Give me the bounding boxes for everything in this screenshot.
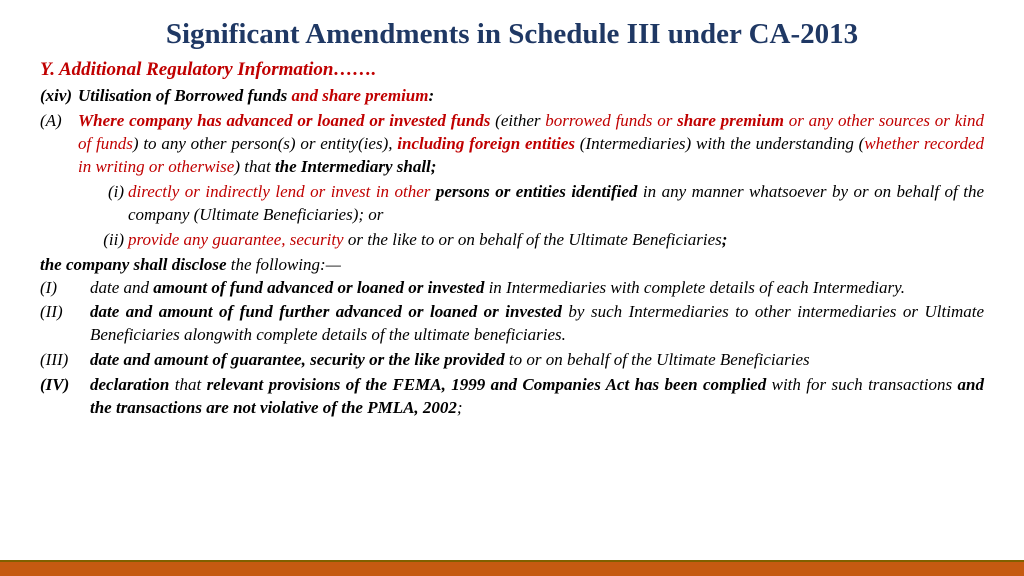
item-ii: (ii) provide any guarantee, security or …	[40, 229, 984, 252]
I-label: (I)	[40, 277, 90, 300]
xiv-label: (xiv)	[40, 85, 78, 108]
item-II: (II) date and amount of fund further adv…	[40, 301, 984, 347]
A-text: Where company has advanced or loaned or …	[78, 110, 984, 179]
slide-title: Significant Amendments in Schedule III u…	[40, 18, 984, 51]
item-i: (i) directly or indirectly lend or inves…	[40, 181, 984, 227]
A-label: (A)	[40, 110, 78, 179]
ii-label: (ii)	[94, 229, 128, 252]
item-xiv: (xiv) Utilisation of Borrowed funds and …	[40, 85, 984, 108]
section-heading: Y. Additional Regulatory Information…….	[40, 59, 984, 81]
item-IV: (IV) declaration that relevant provision…	[40, 374, 984, 420]
item-A: (A) Where company has advanced or loaned…	[40, 110, 984, 179]
I-text: date and amount of fund advanced or loan…	[90, 277, 984, 300]
IV-label: (IV)	[40, 374, 90, 420]
IV-text: declaration that relevant provisions of …	[90, 374, 984, 420]
i-label: (i)	[94, 181, 128, 227]
i-text: directly or indirectly lend or invest in…	[128, 181, 984, 227]
xiv-text: Utilisation of Borrowed funds and share …	[78, 85, 984, 108]
III-label: (III)	[40, 349, 90, 372]
item-I: (I) date and amount of fund advanced or …	[40, 277, 984, 300]
II-text: date and amount of fund further advanced…	[90, 301, 984, 347]
ii-text: provide any guarantee, security or the l…	[128, 229, 984, 252]
item-III: (III) date and amount of guarantee, secu…	[40, 349, 984, 372]
III-text: date and amount of guarantee, security o…	[90, 349, 984, 372]
footer-bar	[0, 560, 1024, 576]
II-label: (II)	[40, 301, 90, 347]
disclose-line: the company shall disclose the following…	[40, 254, 984, 277]
slide-content: Significant Amendments in Schedule III u…	[0, 0, 1024, 576]
